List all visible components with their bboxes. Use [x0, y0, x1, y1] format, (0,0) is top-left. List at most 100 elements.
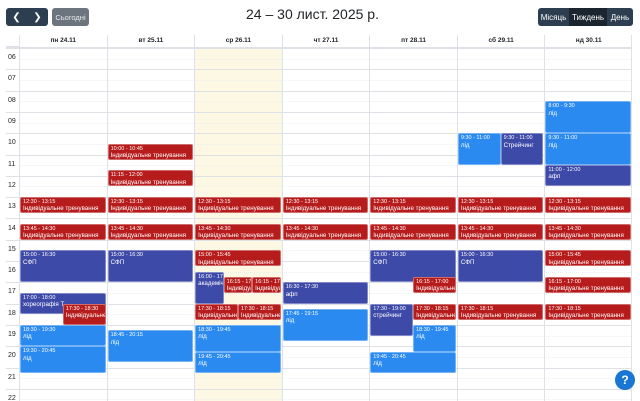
event-time: 18:30 - 19:45 [198, 326, 231, 333]
event-title: стрейчинг [373, 311, 402, 319]
event-time: 9:30 - 11:00 [460, 135, 490, 142]
calendar-event[interactable]: 19:30 - 20:45 лід [20, 346, 106, 373]
calendar-event[interactable]: 12:30 - 13:15 Індивідуальне тренування [370, 197, 456, 214]
calendar-event[interactable]: 13:45 - 14:30 Індивідуальне тренування [107, 223, 194, 240]
prev-week-button[interactable]: ❮ [6, 8, 27, 26]
calendar-event[interactable]: 16:00 - 17:30академічна хореографія [195, 271, 224, 304]
hour-gridline [6, 154, 631, 156]
calendar-event[interactable]: 9:30 - 11:00 Стрейчинг [500, 133, 544, 166]
event-time: 17:30 - 18:30 [65, 305, 99, 312]
event-title: Індивідуальне тренування [240, 311, 281, 319]
day-header[interactable]: ср 26.11 [194, 35, 282, 47]
calendar-event[interactable]: 12:30 - 13:15 Індивідуальне тренування [282, 197, 369, 214]
calendar-event[interactable]: 18:30 - 19:45 лід [195, 324, 281, 352]
calendar-event[interactable]: 18:45 - 20:15 лід [107, 330, 194, 363]
half-hour-gridline [19, 186, 631, 188]
event-title: афп [548, 173, 561, 181]
calendar-event[interactable]: 13:45 - 14:30 Індивідуальне тренування [370, 223, 456, 240]
day-column-divider [194, 35, 196, 401]
calendar-event[interactable]: 19:45 - 20:45 лід [195, 351, 281, 373]
calendar-event[interactable]: 15:00 - 16:30 СФП [457, 250, 544, 283]
view-week-button[interactable]: Тиждень [569, 8, 607, 26]
chevron-right-icon: ❯ [33, 11, 42, 23]
view-day-button[interactable]: День [607, 8, 633, 26]
calendar-event[interactable]: 18:30 - 19:45 лід [413, 324, 456, 352]
calendar-event[interactable]: 15:00 - 16:30 СФП [107, 250, 194, 283]
calendar-event[interactable]: 12:30 - 13:15 Індивідуальне тренування [195, 197, 281, 214]
day-header[interactable]: пн 24.11 [19, 35, 107, 47]
hour-label: 22 [8, 394, 16, 401]
calendar-event[interactable]: 17:30 - 19:00 стрейчинг [370, 303, 414, 336]
help-button[interactable]: ? [615, 370, 635, 390]
calendar-event[interactable]: 12:30 - 13:15 Індивідуальне тренування [457, 197, 544, 214]
event-title: афп [285, 290, 298, 298]
calendar-event[interactable]: 9:30 - 11:00 лід [457, 133, 501, 166]
event-time: 17:30 - 18:15 [548, 305, 581, 312]
event-time: 16:00 - 17:30 [198, 273, 223, 280]
event-title: Індивідуальне тренування [198, 205, 274, 213]
calendar-event[interactable]: 16:30 - 17:30 афп [282, 282, 369, 304]
day-header[interactable]: нд 30.11 [544, 35, 632, 47]
calendar-event[interactable]: 13:45 - 14:30 Індивідуальне тренування [20, 223, 106, 240]
event-title: Індивідуальне тренування [548, 311, 624, 319]
event-time: 16:15 - 17:00 [226, 278, 252, 285]
event-title: Індивідуальне [416, 285, 456, 293]
calendar-event[interactable]: 10:00 - 10:45 Індивідуальне тренування [107, 143, 194, 160]
event-title: СФП [23, 258, 37, 266]
event-time: 19:45 - 20:45 [198, 353, 231, 360]
day-header[interactable]: сб 29.11 [456, 35, 545, 47]
hour-label: 21 [8, 373, 16, 381]
time-gutter-header [6, 35, 19, 47]
calendar-event[interactable]: 9:30 - 11:00 лід [545, 133, 631, 166]
calendar-event[interactable]: 17:45 - 19:15 лід [282, 308, 369, 341]
next-week-button[interactable]: ❯ [27, 8, 48, 26]
calendar-event[interactable]: 15:00 - 16:30 СФП [370, 250, 456, 283]
calendar-event[interactable]: 13:45 - 14:30 Індивідуальне тренування [195, 223, 281, 240]
event-time: 18:30 - 19:45 [416, 326, 449, 333]
calendar-event[interactable]: 12:30 - 13:15 Індивідуальне тренування [107, 197, 194, 214]
day-column-divider [281, 35, 283, 401]
calendar-event[interactable]: 11:00 - 12:00 афп [545, 165, 631, 187]
calendar-event[interactable]: 8:00 - 9:30 лід [545, 101, 631, 134]
day-header[interactable]: пт 28.11 [369, 35, 457, 47]
calendar-event[interactable]: 13:45 - 14:30 Індивідуальне тренування [282, 223, 369, 240]
hour-label: 09 [8, 118, 16, 126]
calendar-event[interactable]: 13:45 - 14:30 Індивідуальне тренування [545, 223, 631, 240]
event-time: 18:45 - 20:15 [110, 332, 143, 339]
calendar-event[interactable]: 15:00 - 16:30 СФП [20, 250, 106, 283]
calendar-event[interactable]: 11:15 - 12:00 Індивідуальне тренування [107, 170, 194, 187]
calendar-event[interactable]: 15:00 - 15:45 Індивідуальне тренування [195, 250, 281, 267]
event-title: СФП [110, 258, 125, 266]
calendar-event[interactable]: 18:30 - 19:30 лід [20, 324, 106, 347]
calendar-event[interactable]: 17:30 - 18:30 Індивідуальне [62, 303, 106, 325]
date-range-title: 24 – 30 лист. 2025 р. [246, 6, 379, 22]
hour-gridline [6, 388, 631, 390]
event-title: Індивідуальне тренування [110, 205, 186, 213]
hour-label: 14 [8, 224, 16, 232]
calendar-event[interactable]: 13:45 - 14:30 Індивідуальне тренування [457, 223, 544, 240]
calendar-event[interactable]: 12:30 - 13:15 Індивідуальне тренування [545, 197, 631, 214]
event-time: 19:45 - 20:45 [373, 353, 406, 360]
view-month-button[interactable]: Місяць [538, 8, 569, 26]
calendar-event[interactable]: 15:00 - 15:45 Індивідуальне тренування [545, 250, 631, 267]
hour-label: 06 [8, 54, 16, 62]
calendar-event[interactable]: 16:15 - 17:00 Індивідуальне тренування [545, 276, 631, 293]
half-hour-gridline [19, 165, 631, 167]
calendar-event[interactable]: 19:45 - 20:45 лід [370, 351, 456, 373]
day-header[interactable]: чт 27.11 [281, 35, 370, 47]
calendar-event[interactable]: 17:30 - 18:15 Індивідуальне [413, 303, 456, 320]
event-title: лід [548, 109, 558, 117]
day-header[interactable]: вт 25.11 [106, 35, 195, 47]
hour-gridline [6, 48, 631, 49]
calendar-event[interactable]: 12:30 - 13:15 Індивідуальне тренування [20, 197, 106, 214]
today-button[interactable]: Сьогодні [52, 8, 89, 26]
half-hour-gridline [19, 399, 631, 401]
event-title: лід [373, 359, 382, 367]
